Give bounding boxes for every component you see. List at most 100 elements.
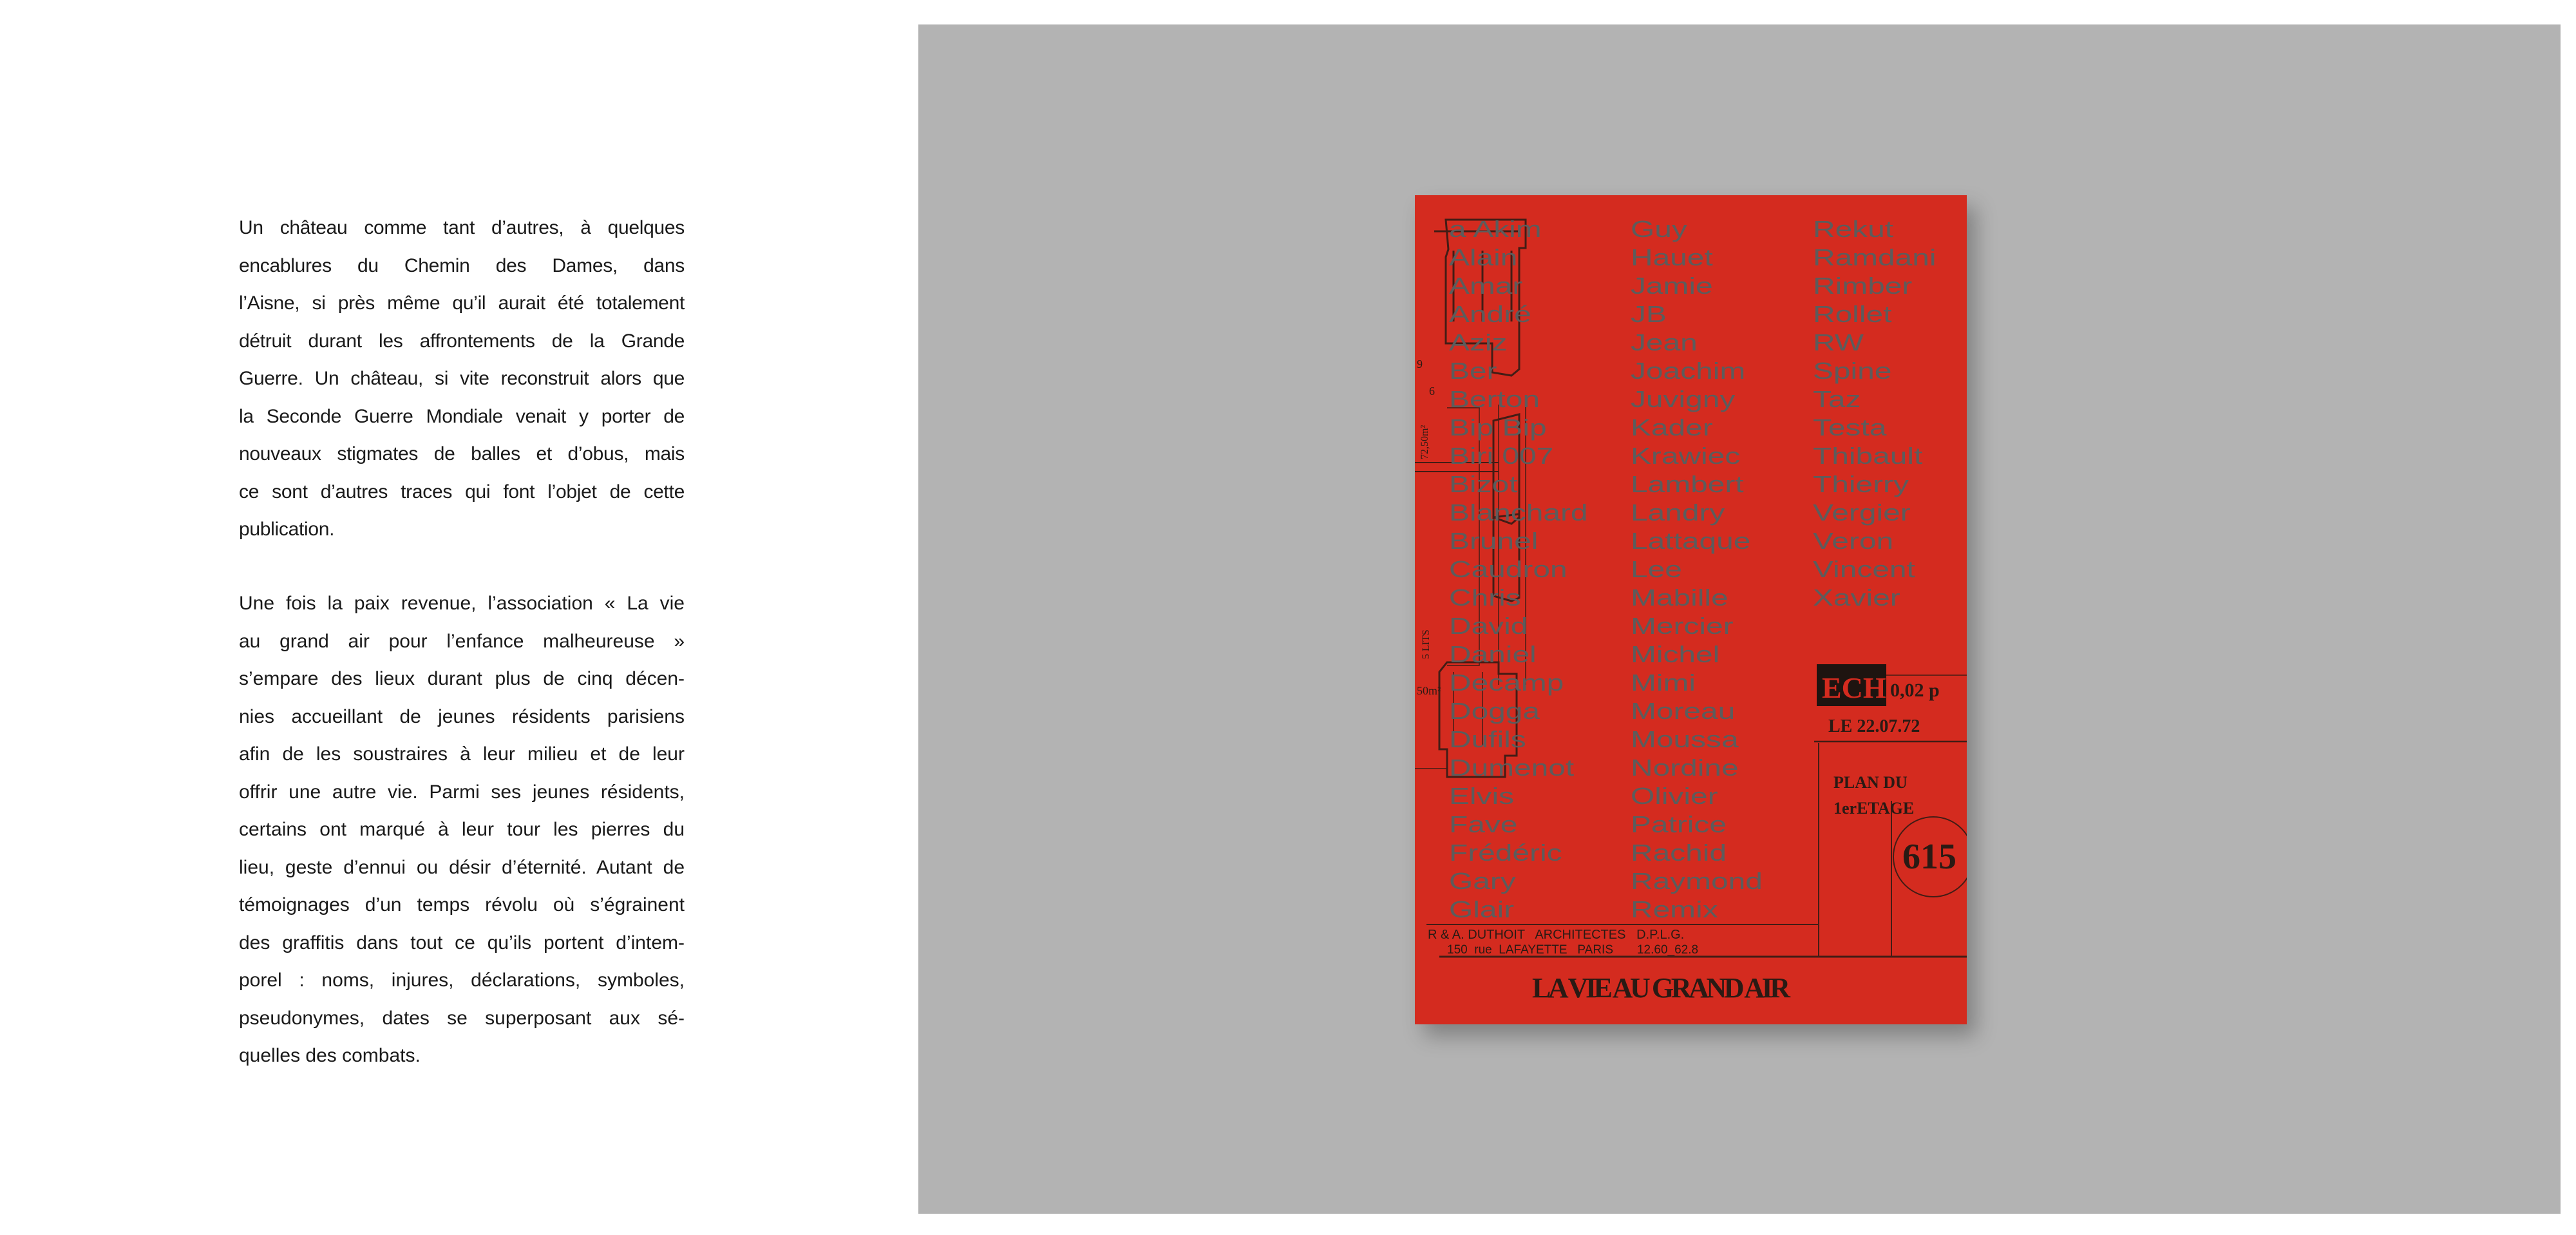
text-line: l’Aisne, si près même qu’il aurait été t… — [239, 292, 685, 314]
graffiti-name: Decamp — [1449, 670, 1564, 696]
text-line: au grand air pour l’enfance malheureuse … — [239, 630, 685, 652]
graffiti-name: Vincent — [1813, 557, 1915, 582]
text-line: offrir une autre vie. Parmi ses jeunes r… — [239, 781, 685, 803]
graffiti-name: Xavier — [1813, 585, 1900, 611]
text-line: nies accueillant de jeunes résidents par… — [239, 705, 685, 727]
book-cover: 9 6 72,50m² 5 LITS 50m² ECH 0,02 p LE 22… — [1415, 195, 1967, 1024]
graffiti-name: Taz — [1813, 387, 1861, 412]
graffiti-name: Mimi — [1631, 670, 1696, 696]
cover-background — [1415, 195, 1967, 1024]
graffiti-name: Guy — [1631, 216, 1688, 242]
plan-mark: 6 — [1429, 385, 1435, 397]
graffiti-name: Biri 007 — [1449, 443, 1553, 469]
graffiti-name: Michel — [1631, 642, 1719, 667]
graffiti-name: Lattaque — [1631, 528, 1750, 554]
graffiti-name: Moreau — [1631, 698, 1735, 724]
graffiti-name: Fave — [1449, 812, 1517, 838]
graffiti-name: André — [1449, 302, 1531, 327]
scale-label: 0,02 p — [1890, 680, 1940, 701]
graffiti-name: Moussa — [1631, 727, 1739, 752]
text-line: s’empare des lieux durant plus de cinq d… — [239, 668, 685, 689]
text-line: Une fois la paix revenue, l’association … — [239, 593, 685, 614]
graffiti-name: Rekut — [1813, 216, 1893, 242]
text-line: certains ont marqué à leur tour les pier… — [239, 819, 685, 840]
graffiti-name: Berton — [1449, 387, 1540, 412]
graffiti-name: Caudron — [1449, 557, 1567, 582]
graffiti-name: Rollet — [1813, 302, 1892, 327]
graffiti-name: Kader — [1631, 415, 1713, 441]
graffiti-name: Dufils — [1449, 727, 1526, 752]
text-line: nouveaux stigmates de balles et d’obus, … — [239, 443, 685, 464]
graffiti-name: Alain — [1449, 245, 1517, 271]
graffiti-name: Landry — [1631, 500, 1725, 526]
text-line: publication. — [239, 519, 335, 540]
plan-mark: 9 — [1417, 358, 1423, 370]
plan-date: LE 22.07.72 — [1828, 716, 1920, 736]
graffiti-name: Ber — [1449, 358, 1497, 384]
text-line: témoignages d’un temps révolu où s’égrai… — [239, 894, 685, 915]
graffiti-name: Gary — [1449, 868, 1517, 894]
graffiti-name: Lee — [1631, 557, 1682, 582]
graffiti-name: Daniel — [1449, 642, 1537, 667]
graffiti-name: Thierry — [1813, 472, 1909, 497]
ech-stamp-box — [1817, 664, 1886, 706]
text-line: afin de les soustraires à leur milieu et… — [239, 743, 685, 765]
text-line: quelles des combats. — [239, 1045, 421, 1066]
graffiti-name: Veron — [1813, 528, 1893, 554]
graffiti-name: Juvigny — [1631, 387, 1736, 412]
text-line: détruit durant les affrontements de la G… — [239, 330, 685, 352]
text-line: Guerre. Un château, si vite reconstruit … — [239, 368, 685, 389]
ech-label: ECH — [1822, 671, 1886, 704]
graffiti-name: Dogga — [1449, 698, 1540, 724]
graffiti-name: Blanchard — [1449, 500, 1588, 526]
graffiti-name: Joachim — [1631, 358, 1745, 384]
text-line: porel : noms, injures, déclarations, sym… — [239, 970, 685, 991]
graffiti-name: Bizot — [1449, 472, 1518, 497]
graffiti-name: David — [1449, 613, 1528, 639]
architects-credit: R & A. DUTHOIT ARCHITECTES D.P.L.G. — [1428, 928, 1684, 942]
graffiti-name: Testa — [1813, 415, 1887, 441]
graffiti-name: Brunel — [1449, 528, 1538, 554]
intro-paragraph-1: Un château comme tant d’autres, à quelqu… — [239, 209, 685, 549]
plan-annotations: 9 6 72,50m² 5 LITS 50m² ECH 0,02 p LE 22… — [1417, 358, 1956, 1004]
graffiti-name: Frédéric — [1449, 840, 1562, 866]
graffiti-name: Bip Bip — [1449, 415, 1547, 441]
text-line: encablures du Chemin des Dames, dans — [239, 254, 685, 276]
graffiti-name: Elvis — [1449, 783, 1514, 809]
text-line: ce sont d’autres traces qui font l’objet… — [239, 481, 685, 503]
architects-address: 150 rue LAFAYETTE PARIS 12.60_62.8 — [1447, 943, 1698, 957]
plan-mark: 5 LITS — [1421, 629, 1432, 659]
graffiti-name: Nordine — [1631, 755, 1739, 781]
graffiti-name: Aziz — [1449, 330, 1507, 356]
cover-title: LA VIE AU GRAND AIR — [1532, 972, 1793, 1004]
text-line: lieu, geste d’ennui ou désir d’éternité.… — [239, 856, 685, 878]
graffiti-name: Vergier — [1813, 500, 1911, 526]
graffiti-name: Patrice — [1631, 812, 1727, 838]
graffiti-name: Rimber — [1813, 273, 1912, 299]
graffiti-name: Amar — [1449, 273, 1522, 299]
plan-title-line-2: 1erETAGE — [1833, 799, 1914, 818]
graffiti-name: RW — [1813, 330, 1864, 356]
graffiti-name: Raymond — [1631, 868, 1763, 894]
graffiti-name: JB — [1631, 302, 1667, 327]
text-line: des graffitis dans tout ce qu’ils porten… — [239, 932, 685, 953]
graffiti-name: Remix — [1631, 897, 1718, 923]
plan-mark: 50m² — [1417, 684, 1441, 697]
graffiti-name: Dumenot — [1449, 755, 1574, 781]
graffiti-name: Chris — [1449, 585, 1521, 611]
plan-title-line-1: PLAN DU — [1833, 773, 1908, 792]
text-line: Un château comme tant d’autres, à quelqu… — [239, 217, 685, 238]
graffiti-name: Lambert — [1631, 472, 1744, 497]
graffiti-name: Ramdani — [1813, 245, 1937, 271]
graffiti-name: a Akim — [1449, 216, 1542, 242]
graffiti-name: Jamie — [1631, 273, 1713, 299]
plan-mark: 72,50m² — [1419, 425, 1430, 459]
graffiti-name: Spine — [1813, 358, 1891, 384]
graffiti-name: Krawiec — [1631, 443, 1740, 469]
text-line: pseudonymes, dates se superposant aux sé… — [239, 1007, 685, 1029]
text-line: la Seconde Guerre Mondiale venait y port… — [239, 405, 685, 427]
graffiti-name: Rachid — [1631, 840, 1727, 866]
